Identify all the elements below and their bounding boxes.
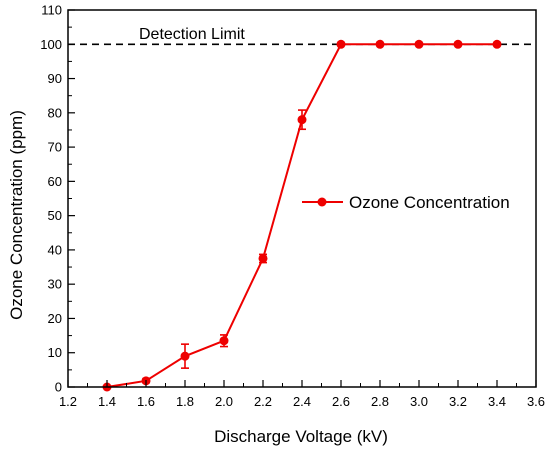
- y-tick-label: 10: [48, 345, 62, 360]
- data-point: [453, 39, 463, 49]
- data-point: [492, 39, 502, 49]
- data-point: [414, 39, 424, 49]
- data-point: [297, 115, 307, 125]
- x-tick-label: 3.6: [527, 394, 545, 409]
- y-tick-label: 20: [48, 311, 62, 326]
- x-axis-title: Discharge Voltage (kV): [214, 427, 388, 446]
- y-tick-label: 70: [48, 140, 62, 155]
- data-point: [258, 253, 268, 263]
- data-point: [375, 39, 385, 49]
- x-tick-label: 2.6: [332, 394, 350, 409]
- x-tick-label: 2.8: [371, 394, 389, 409]
- x-tick-label: 2.4: [293, 394, 311, 409]
- x-tick-label: 1.6: [137, 394, 155, 409]
- x-tick-label: 2.2: [254, 394, 272, 409]
- y-tick-label: 40: [48, 242, 62, 257]
- data-point: [219, 336, 229, 346]
- series-line: [106, 43, 497, 388]
- x-tick-label: 1.4: [98, 394, 116, 409]
- legend: Ozone Concentration: [302, 193, 510, 212]
- ticks-layer: 1.2 1.4 1.6 1.8 2.0 2.2 2.4 2.6 2.8 3.0 3.2 3.4 3.6 0…: [40, 3, 545, 410]
- y-tick-label: 110: [41, 3, 62, 18]
- x-tick-label: 1.8: [176, 394, 194, 409]
- x-tick-label: 3.0: [410, 394, 428, 409]
- series-layer: [102, 39, 502, 392]
- x-tick-label: 1.2: [59, 394, 77, 409]
- y-tick-label: 100: [40, 37, 62, 52]
- data-point: [180, 351, 190, 361]
- legend-series-name: Ozone Concentration: [349, 193, 510, 212]
- y-axis-title: Ozone Concentration (ppm): [7, 110, 26, 320]
- detection-limit-label: Detection Limit: [139, 26, 245, 43]
- x-tick-label: 3.4: [488, 394, 506, 409]
- y-tick-label: 60: [48, 174, 62, 189]
- y-tick-label: 50: [48, 208, 62, 223]
- y-tick-label: 0: [55, 380, 62, 395]
- x-tick-label: 3.2: [449, 394, 467, 409]
- y-tick-label: 90: [48, 71, 62, 86]
- legend-marker-sample: [317, 197, 327, 207]
- x-tick-label: 2.0: [215, 394, 233, 409]
- data-point: [336, 39, 346, 49]
- y-tick-label: 30: [48, 277, 62, 292]
- y-tick-label: 80: [48, 105, 62, 120]
